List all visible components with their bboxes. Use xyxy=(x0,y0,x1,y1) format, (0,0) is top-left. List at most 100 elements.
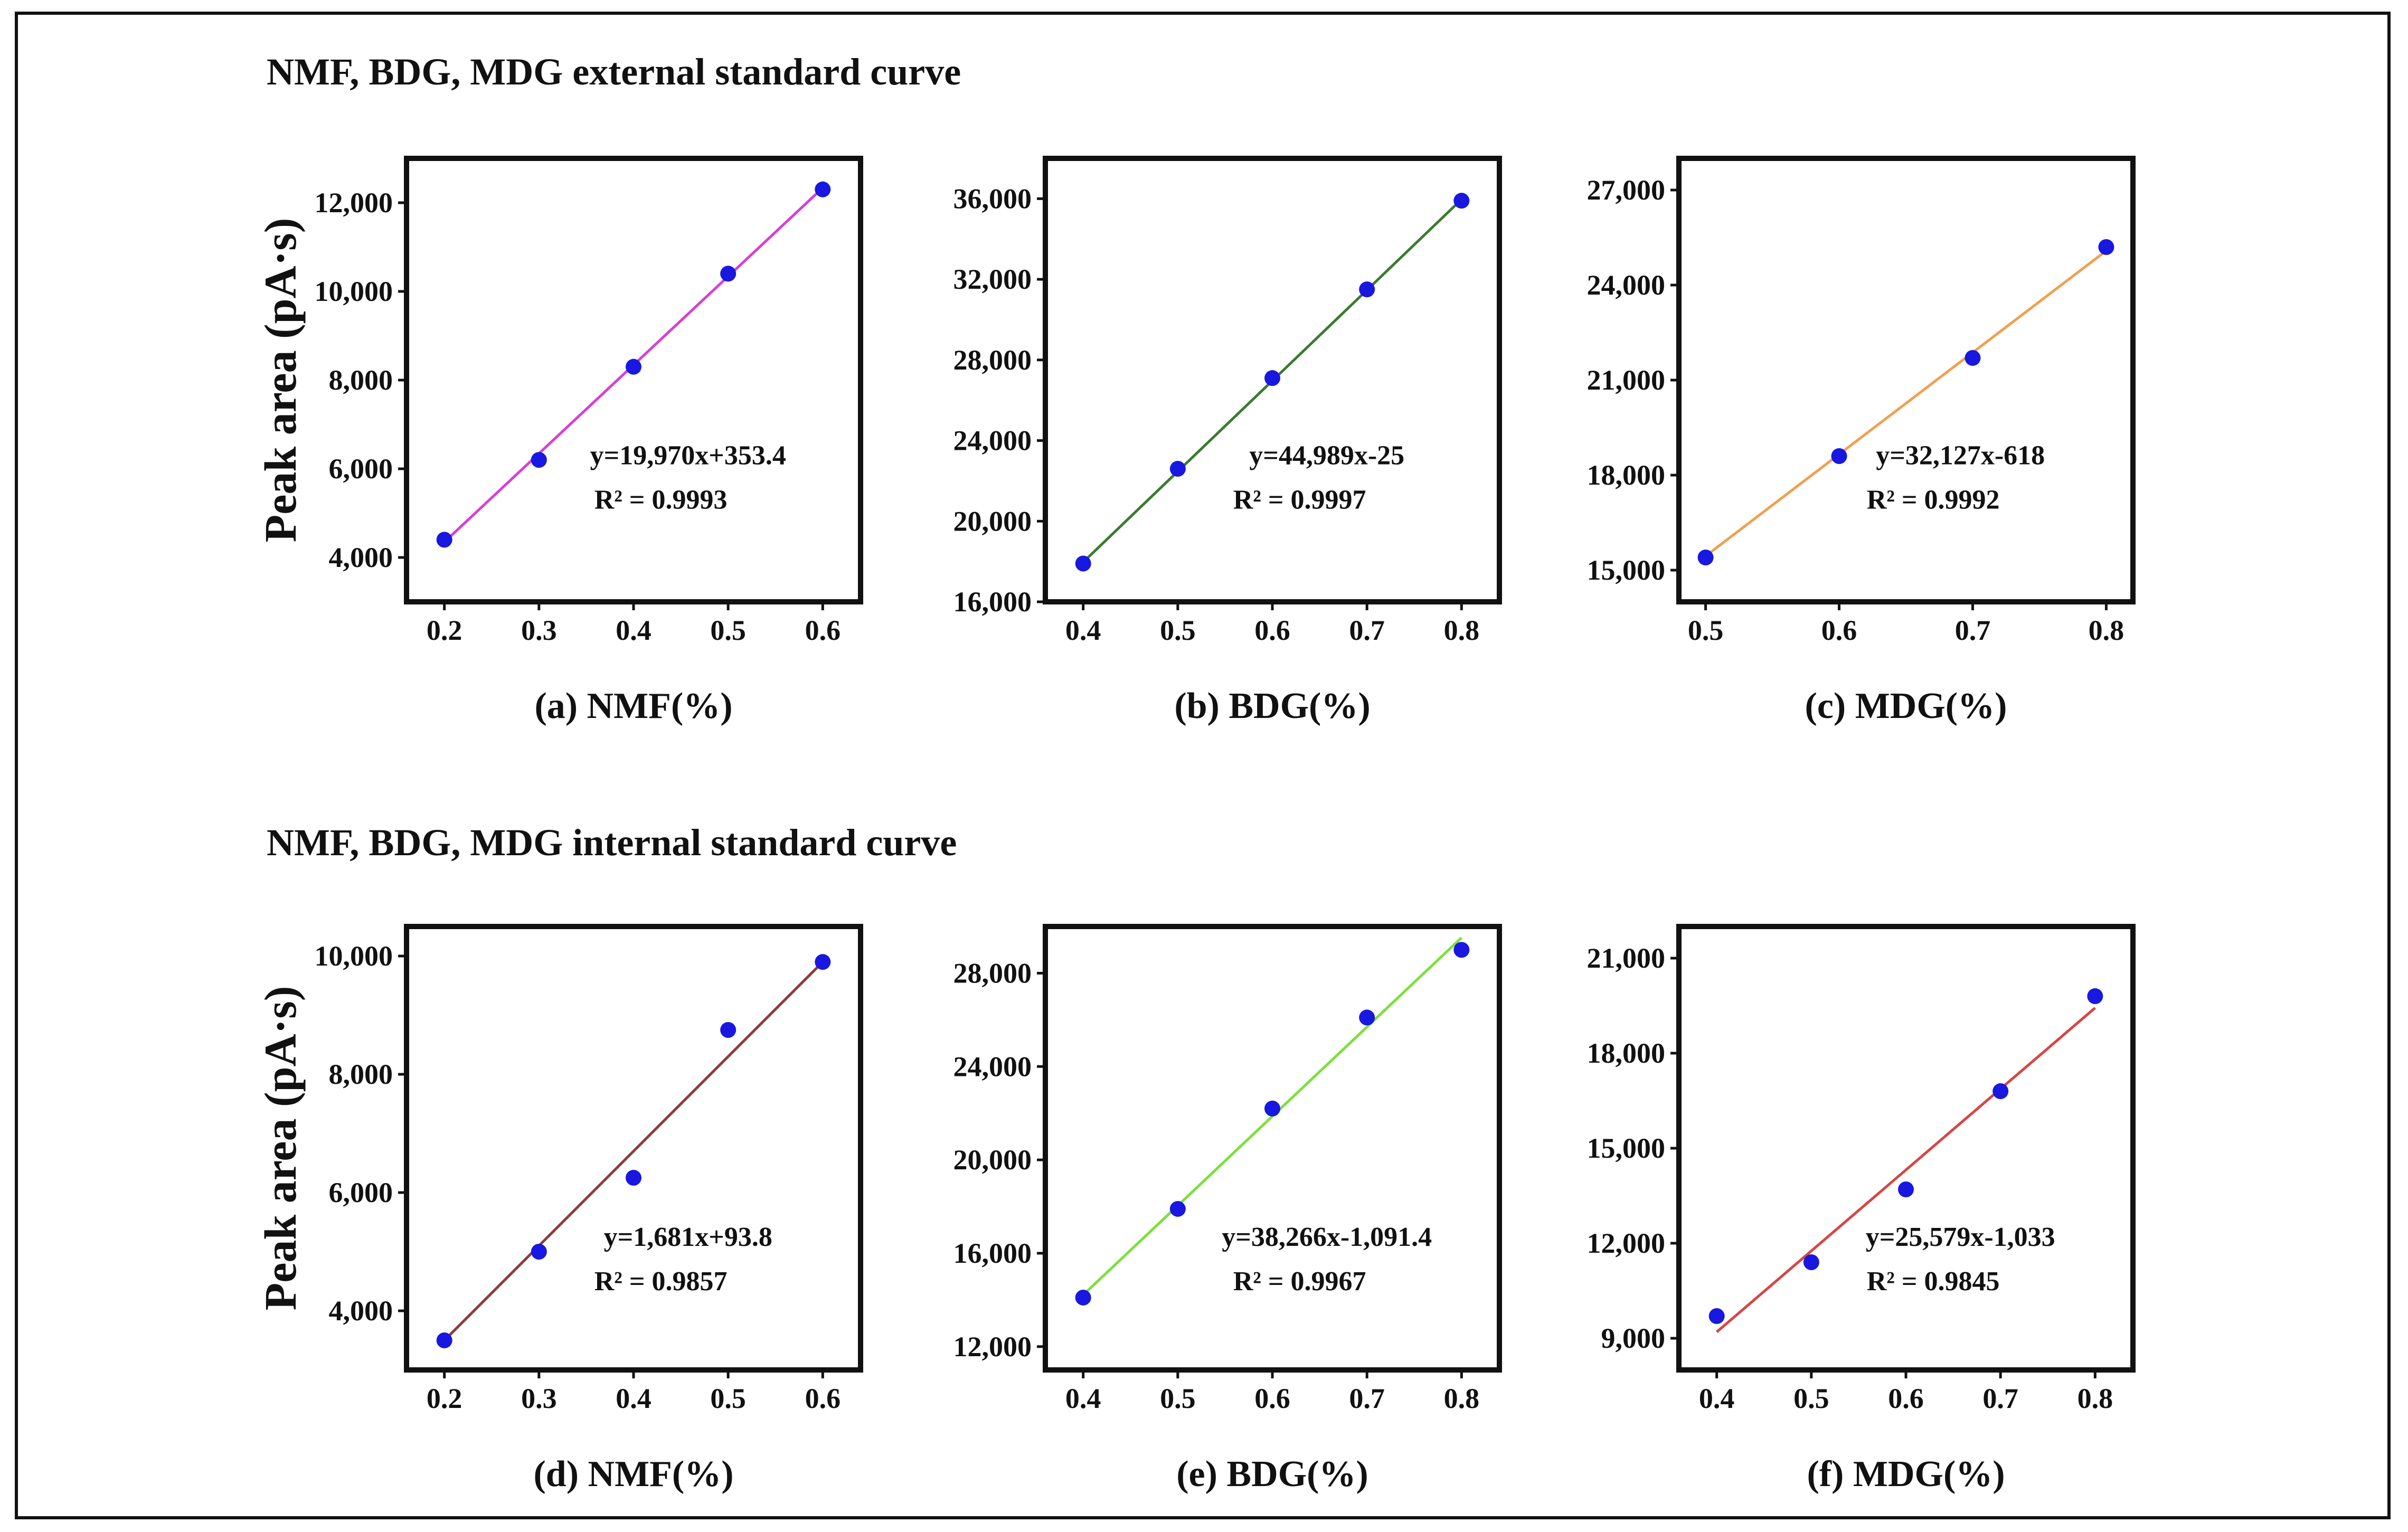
equation-label: y=19,970x+353.4 xyxy=(590,441,786,471)
x-tick-label: 0.5 xyxy=(1160,614,1196,646)
r2-label: R² = 0.9857 xyxy=(594,1266,728,1297)
data-point xyxy=(1708,1308,1725,1324)
x-tick-label: 0.4 xyxy=(1699,1383,1735,1414)
plot-frame xyxy=(1676,924,2136,1373)
y-tick-label: 20,000 xyxy=(953,505,1032,537)
chart-panel-a: 4,000 6,000 8,000 10,000 12,000 0.2 0.3 0.4 0.5 0… xyxy=(255,156,863,726)
x-tick-label: 0.5 xyxy=(1793,1383,1829,1414)
y-tick-label: 24,000 xyxy=(953,1051,1032,1082)
x-axis-label: (e) BDG(%) xyxy=(1176,1454,1368,1495)
r2-label: R² = 0.9845 xyxy=(1867,1266,2000,1297)
data-point xyxy=(1359,281,1375,298)
y-tick-label: 4,000 xyxy=(329,542,393,573)
y-tick-label: 10,000 xyxy=(315,940,393,972)
data-point xyxy=(1803,1254,1819,1270)
y-tick-label: 28,000 xyxy=(953,957,1032,989)
y-tick-label: 15,000 xyxy=(1587,1132,1666,1164)
x-tick-label: 0.8 xyxy=(1444,1383,1480,1414)
y-tick-label: 24,000 xyxy=(953,425,1032,457)
y-tick-label: 36,000 xyxy=(953,183,1032,214)
y-tick-label: 24,000 xyxy=(1587,269,1666,301)
x-tick-label: 0.8 xyxy=(1444,614,1480,646)
y-tick-label: 12,000 xyxy=(1587,1227,1666,1259)
r2-label: R² = 0.9967 xyxy=(1233,1266,1366,1297)
data-point xyxy=(1453,193,1470,209)
x-tick-label: 0.6 xyxy=(1254,1383,1290,1414)
data-point xyxy=(1697,550,1714,565)
x-axis-label: (c) MDG(%) xyxy=(1805,686,2007,726)
y-tick-label: 16,000 xyxy=(953,1237,1032,1269)
fit-line xyxy=(1705,249,2107,557)
data-point xyxy=(626,358,641,375)
equation-label: y=1,681x+93.8 xyxy=(604,1222,772,1252)
y-tick-label: 6,000 xyxy=(329,1177,393,1208)
plot-frame xyxy=(1043,924,1502,1373)
data-point xyxy=(1075,1289,1091,1306)
y-tick-label: 18,000 xyxy=(1587,459,1666,491)
y-tick-label: 8,000 xyxy=(329,364,393,396)
y-tick-label: 18,000 xyxy=(1587,1037,1666,1069)
y-tick-label: 9,000 xyxy=(1601,1322,1666,1354)
x-tick-label: 0.5 xyxy=(710,614,746,646)
y-tick-label: 21,000 xyxy=(1587,364,1666,396)
x-tick-label: 0.6 xyxy=(805,1383,841,1414)
y-tick-label: 16,000 xyxy=(953,586,1032,618)
data-point xyxy=(531,1244,547,1260)
x-tick-label: 0.6 xyxy=(805,614,841,646)
data-point xyxy=(1831,448,1847,464)
data-point xyxy=(1898,1181,1914,1197)
x-tick-label: 0.4 xyxy=(616,1383,651,1414)
x-tick-label: 0.8 xyxy=(2089,614,2124,646)
x-tick-label: 0.6 xyxy=(1821,614,1857,646)
equation-label: y=32,127x-618 xyxy=(1876,441,2045,471)
data-point xyxy=(1453,942,1470,958)
x-tick-label: 0.7 xyxy=(1349,614,1385,646)
y-tick-label: 12,000 xyxy=(953,1331,1032,1363)
data-point xyxy=(1169,461,1186,477)
x-tick-label: 0.4 xyxy=(1065,1383,1101,1414)
y-tick-label: 28,000 xyxy=(953,344,1032,376)
x-tick-label: 0.5 xyxy=(1688,614,1724,646)
data-point xyxy=(1965,350,1981,366)
chart-panel-d: 4,000 6,000 8,000 10,000 0.2 0.3 0.4 0.5 0.6 y=1,… xyxy=(255,924,863,1495)
y-tick-label: 10,000 xyxy=(315,276,393,307)
x-tick-label: 0.6 xyxy=(1254,614,1290,646)
y-tick-label: 12,000 xyxy=(315,187,393,219)
r2-label: R² = 0.9992 xyxy=(1867,485,2000,515)
data-point xyxy=(1264,370,1280,386)
data-point xyxy=(2087,988,2103,1004)
x-axis-label: (d) NMF(%) xyxy=(533,1454,733,1495)
section-title-internal: NMF, BDG, MDG internal standard curve xyxy=(267,821,957,864)
data-point xyxy=(1359,1009,1375,1026)
x-tick-label: 0.6 xyxy=(1888,1383,1924,1414)
x-tick-label: 0.7 xyxy=(1982,1383,2018,1414)
y-tick-label: 15,000 xyxy=(1587,554,1666,586)
y-tick-label: 32,000 xyxy=(953,263,1032,295)
data-point xyxy=(815,181,831,197)
x-tick-label: 0.4 xyxy=(616,614,651,646)
data-point xyxy=(1992,1083,2009,1099)
x-tick-label: 0.3 xyxy=(521,614,557,646)
x-tick-label: 0.2 xyxy=(427,614,462,646)
y-tick-label: 21,000 xyxy=(1587,942,1666,974)
data-point xyxy=(1169,1200,1186,1217)
chart-panel-e: 12,000 16,000 20,000 24,000 28,000 0.4 0.5 0.6 0… xyxy=(953,924,1502,1495)
x-tick-label: 0.5 xyxy=(1160,1383,1196,1414)
chart-panel-f: 9,000 12,000 15,000 18,000 21,000 0.4 0.5 0.6 0.… xyxy=(1587,924,2136,1495)
r2-label: R² = 0.9993 xyxy=(594,485,728,515)
y-tick-label: 27,000 xyxy=(1587,174,1666,206)
data-point xyxy=(720,266,736,282)
x-tick-label: 0.5 xyxy=(710,1383,746,1414)
data-point xyxy=(815,954,831,970)
x-tick-label: 0.2 xyxy=(427,1383,462,1414)
y-axis-label: Peak area (pA·s) xyxy=(255,218,306,543)
data-point xyxy=(531,452,547,468)
equation-label: y=44,989x-25 xyxy=(1249,441,1404,471)
x-tick-label: 0.4 xyxy=(1065,614,1101,646)
chart-panel-c: 15,000 18,000 21,000 24,000 27,000 0.5 0.6 0.7 0… xyxy=(1587,156,2136,726)
x-tick-label: 0.7 xyxy=(1955,614,1991,646)
equation-label: y=25,579x-1,033 xyxy=(1866,1222,2055,1252)
figure-frame xyxy=(15,12,2391,1519)
data-point xyxy=(2098,239,2114,255)
